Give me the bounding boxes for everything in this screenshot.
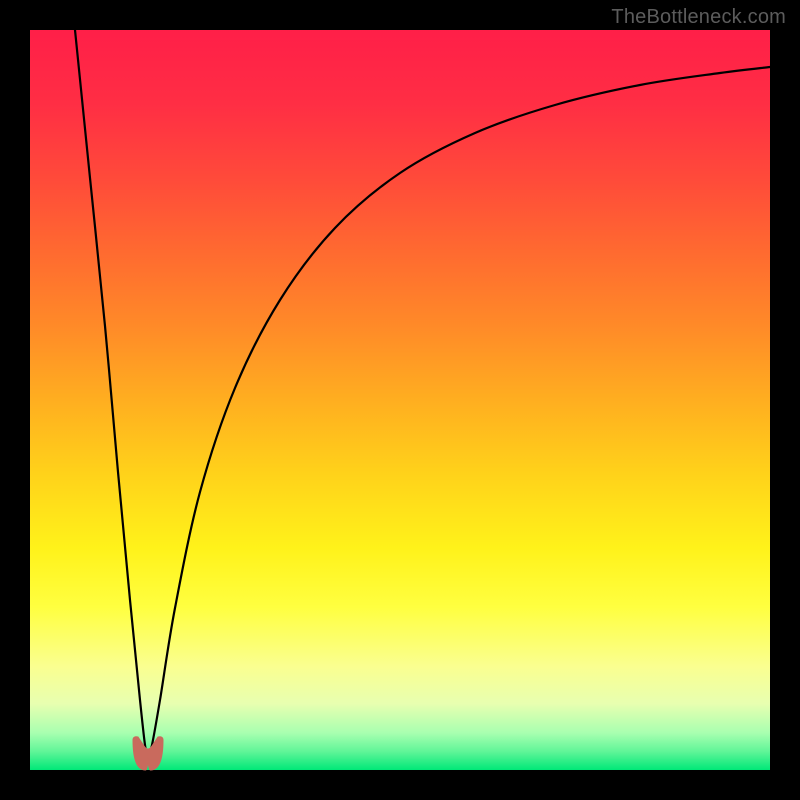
bottleneck-chart xyxy=(0,0,800,800)
chart-container: TheBottleneck.com xyxy=(0,0,800,800)
watermark-text: TheBottleneck.com xyxy=(611,6,786,29)
gradient-background xyxy=(30,30,770,770)
